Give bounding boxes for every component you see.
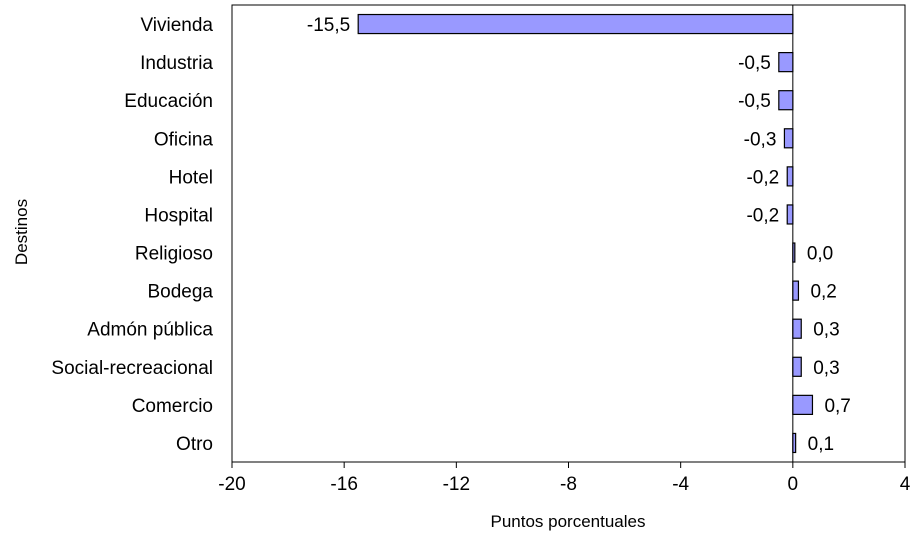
bar xyxy=(786,204,794,225)
data-label: -15,5 xyxy=(307,15,350,36)
x-tick-label: -8 xyxy=(560,474,577,495)
data-label: 0,7 xyxy=(824,396,850,417)
data-label: -0,5 xyxy=(738,91,771,112)
data-label: 0,2 xyxy=(810,282,836,303)
x-tick-label: -4 xyxy=(672,474,689,495)
bar xyxy=(792,280,800,301)
bar xyxy=(792,242,796,263)
x-axis: -20 -16 -12 -8 -4 0 4 xyxy=(218,462,911,495)
category-label: Comercio xyxy=(132,396,213,417)
category-labels: Vivienda Industria Educación Oficina Hotel Ho… xyxy=(51,15,213,455)
bar xyxy=(778,52,794,73)
bar xyxy=(778,90,794,111)
data-label: 0,0 xyxy=(807,244,833,265)
category-label: Bodega xyxy=(147,282,213,303)
data-label: 0,3 xyxy=(813,320,839,341)
bar xyxy=(786,166,794,187)
bar xyxy=(792,318,802,339)
category-label: Social-recreacional xyxy=(51,358,213,379)
bar xyxy=(357,13,794,35)
plot-border xyxy=(231,4,906,463)
y-axis-title: Destinos xyxy=(12,199,31,265)
category-label: Admón pública xyxy=(87,320,213,341)
data-label: 0,1 xyxy=(808,434,834,455)
data-labels: -15,5 -0,5 -0,5 -0,3 -0,2 -0,2 0,0 0,2 0,3 0,3 0,7… xyxy=(307,15,851,455)
x-tick-label: 4 xyxy=(900,474,911,495)
category-label: Oficina xyxy=(154,129,214,150)
category-label: Industria xyxy=(140,53,213,74)
bars-group xyxy=(357,13,814,454)
bar xyxy=(792,394,814,415)
x-tick-label: -16 xyxy=(330,474,357,495)
bar xyxy=(792,432,797,454)
data-label: -0,2 xyxy=(746,205,779,226)
data-label: 0,3 xyxy=(813,358,839,379)
data-label: -0,3 xyxy=(744,129,777,150)
category-label: Otro xyxy=(176,434,213,455)
plot-area xyxy=(231,4,906,463)
x-tick-label: -20 xyxy=(218,474,245,495)
category-label: Hospital xyxy=(144,205,213,226)
category-label: Educación xyxy=(124,91,213,112)
data-label: -0,5 xyxy=(738,53,771,74)
category-label: Vivienda xyxy=(140,15,213,36)
bar xyxy=(792,356,802,377)
x-tick-label: 0 xyxy=(788,474,799,495)
data-label: -0,2 xyxy=(746,167,779,188)
x-axis-title: Puntos porcentuales xyxy=(491,512,646,531)
category-label: Religioso xyxy=(135,244,213,265)
x-tick-label: -12 xyxy=(443,474,470,495)
category-label: Hotel xyxy=(169,167,213,188)
bar xyxy=(783,128,794,149)
